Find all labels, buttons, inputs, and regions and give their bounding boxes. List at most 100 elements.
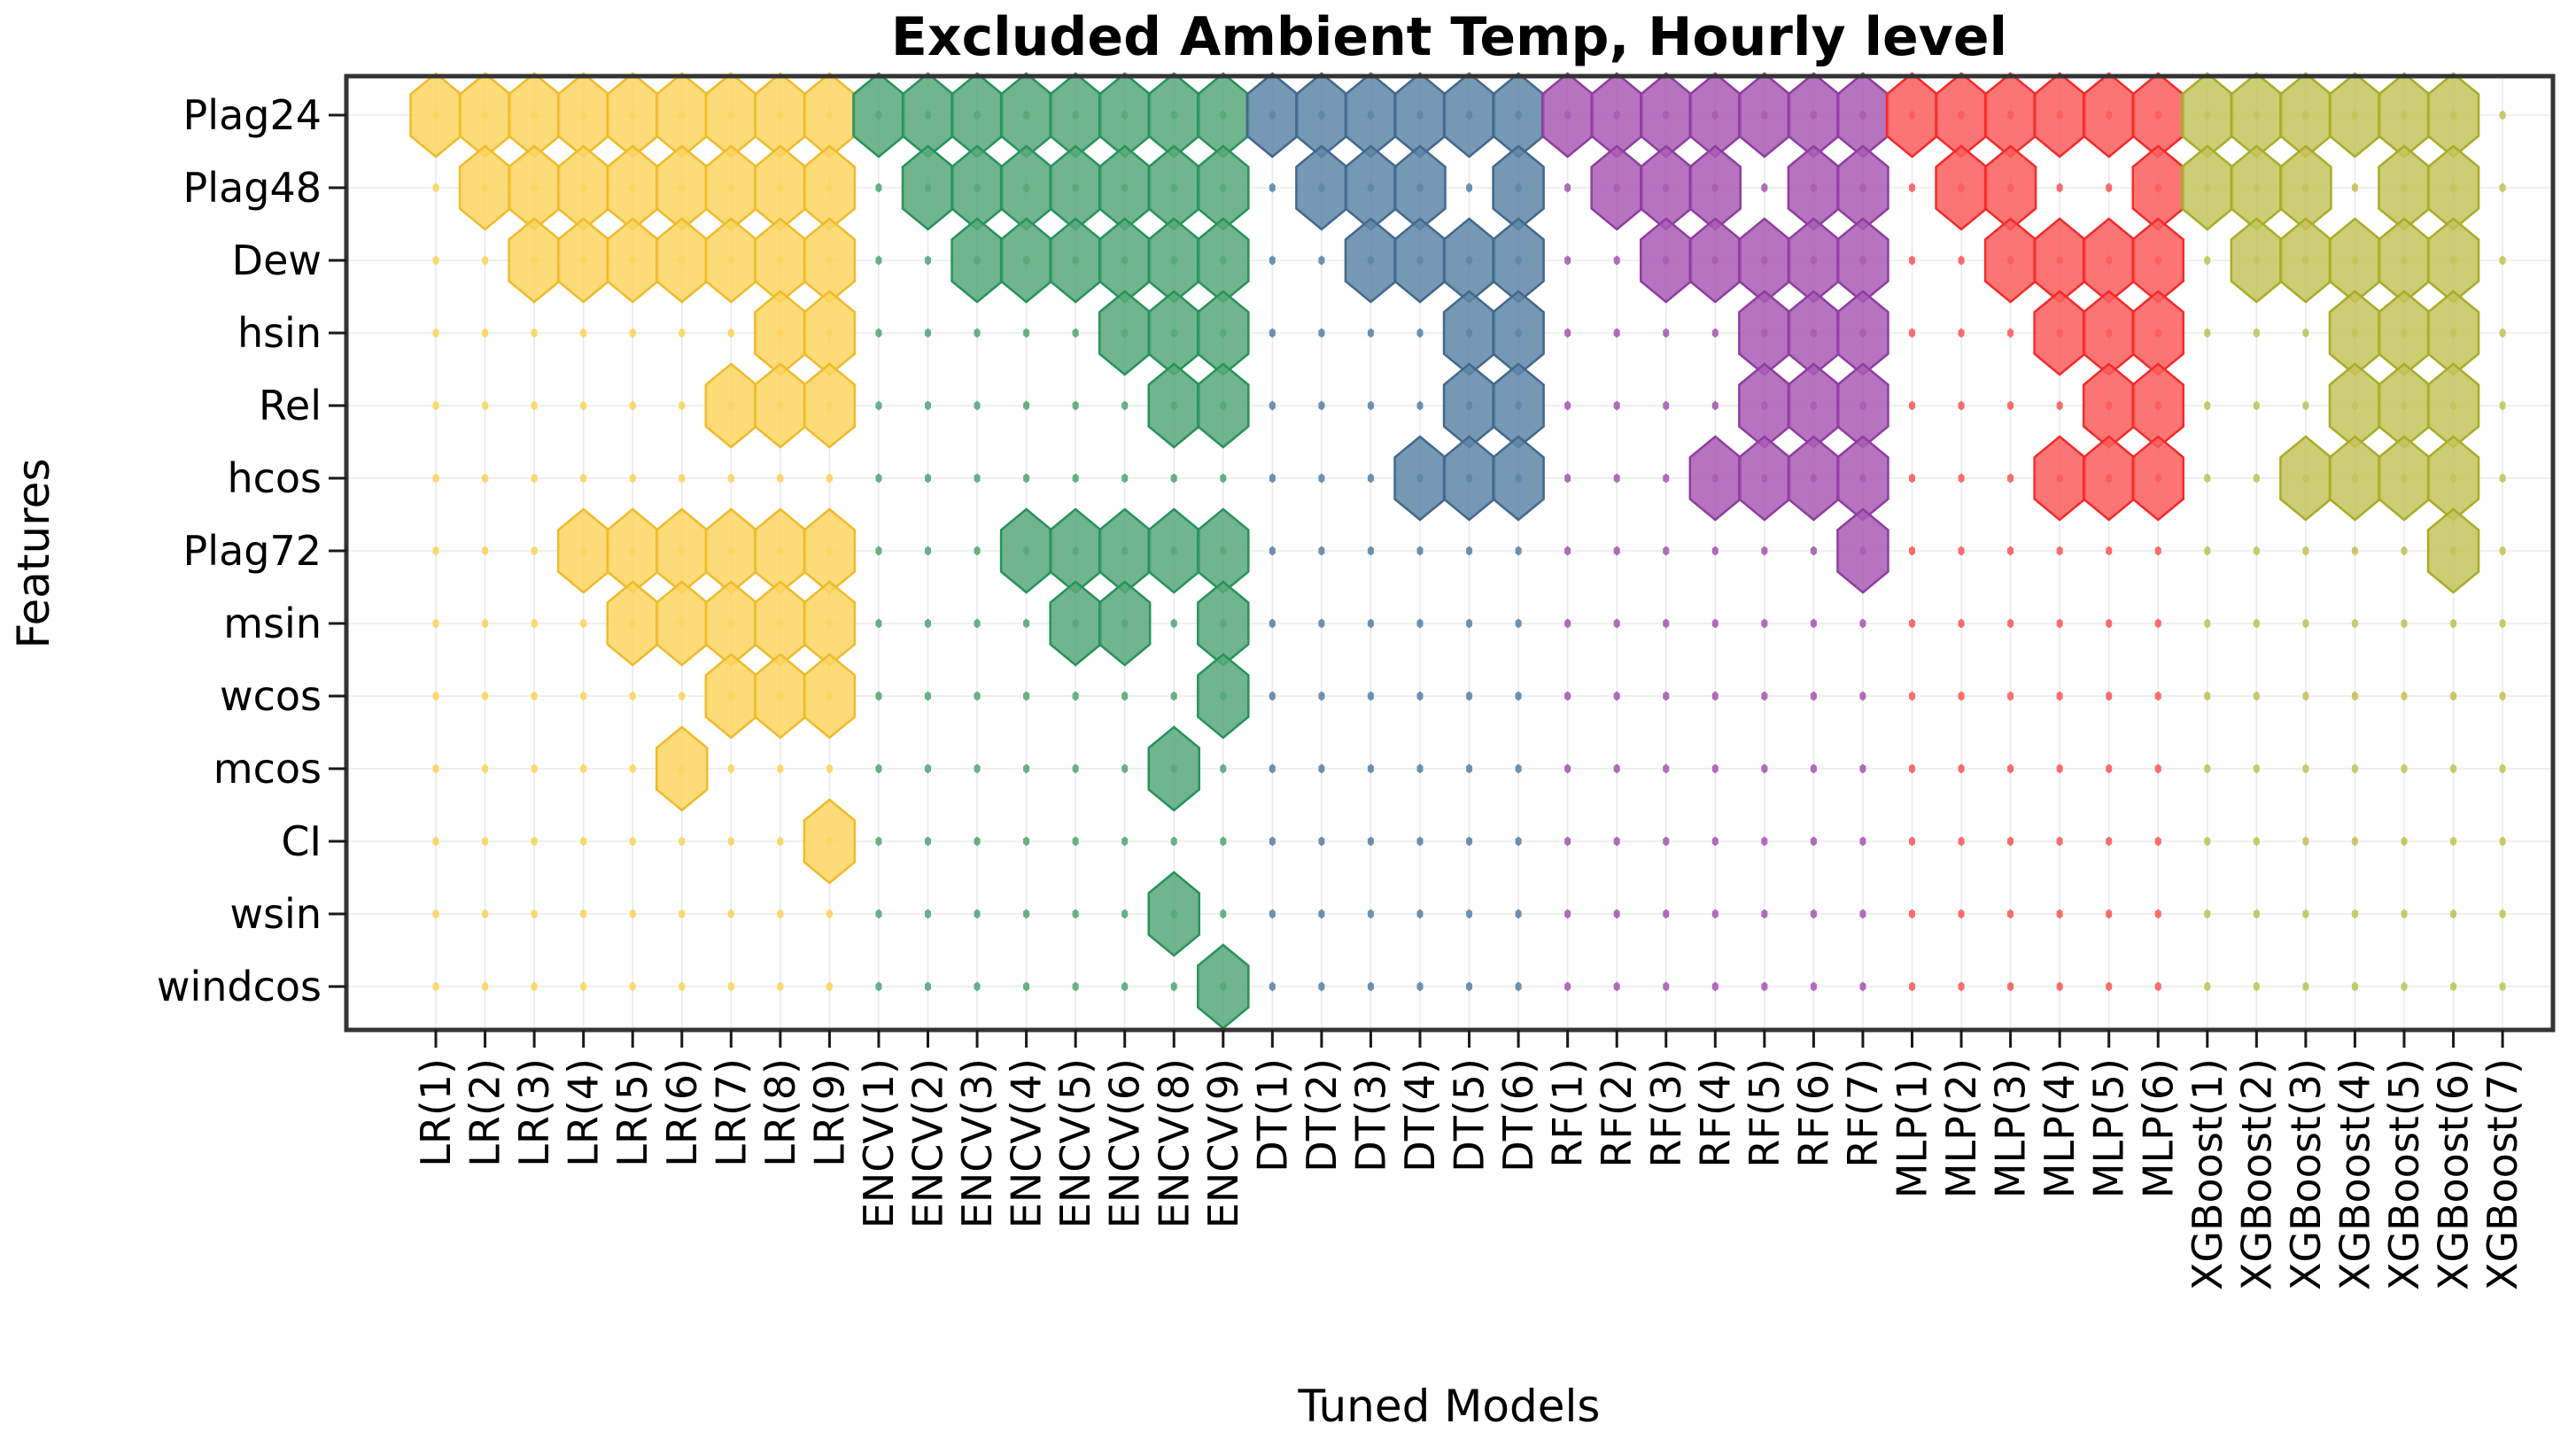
hex-hsin-MLP(5) — [2082, 290, 2136, 376]
x-tick-label: DT(3) — [1346, 1058, 1394, 1173]
empty-cell-dot — [1072, 473, 1079, 484]
empty-cell-dot — [1909, 691, 1915, 701]
empty-cell-dot — [2351, 546, 2358, 556]
empty-cell-dot — [2253, 981, 2260, 992]
empty-cell-dot — [1416, 618, 1424, 629]
empty-cell-dot — [1466, 909, 1473, 919]
empty-cell-dot — [2302, 981, 2309, 992]
hex-Plag48-LR(6) — [656, 144, 709, 231]
empty-cell-dot — [974, 546, 981, 556]
empty-cell-dot — [2056, 691, 2063, 701]
empty-cell-dot — [1613, 255, 1620, 266]
empty-cell-dot — [1711, 400, 1719, 411]
empty-cell-dot — [2204, 981, 2211, 992]
hex-Rel-RF(5) — [1738, 362, 1791, 449]
empty-cell-dot — [531, 618, 538, 629]
empty-cell-dot — [1269, 691, 1276, 701]
empty-cell-dot — [1711, 909, 1719, 919]
empty-cell-dot — [1318, 836, 1325, 847]
empty-cell-dot — [2302, 691, 2309, 701]
empty-cell-dot — [974, 328, 981, 338]
empty-cell-dot — [2253, 546, 2260, 556]
empty-cell-dot — [1023, 618, 1030, 629]
hex-Dew-DT(3) — [1344, 217, 1398, 304]
hex-Plag24-MLP(1) — [1885, 72, 1939, 159]
hex-Plag24-DT(2) — [1295, 72, 1348, 159]
empty-cell-dot — [1318, 909, 1325, 919]
empty-cell-dot — [1958, 836, 1965, 847]
empty-cell-dot — [1564, 328, 1571, 338]
hex-Dew-DT(4) — [1393, 217, 1447, 304]
empty-cell-dot — [1958, 909, 1965, 919]
empty-cell-dot — [1810, 909, 1817, 919]
empty-cell-dot — [1269, 473, 1276, 484]
hex-Dew-LR(3) — [508, 217, 561, 304]
hex-Plag24-LR(5) — [606, 72, 659, 159]
hex-Rel-LR(7) — [704, 362, 758, 449]
empty-cell-dot — [2450, 981, 2457, 992]
empty-cell-dot — [531, 981, 538, 992]
empty-cell-dot — [1269, 836, 1276, 847]
empty-cell-dot — [1220, 473, 1227, 484]
empty-cell-dot — [629, 328, 636, 338]
empty-cell-dot — [1564, 691, 1571, 701]
hex-Plag24-RF(5) — [1738, 72, 1791, 159]
x-tick-label: RF(2) — [1593, 1058, 1641, 1168]
hex-Dew-ENCV(8) — [1147, 217, 1200, 304]
empty-cell-dot — [875, 546, 882, 556]
empty-cell-dot — [1564, 763, 1571, 774]
hex-Plag24-ENCV(5) — [1049, 72, 1102, 159]
hex-Plag24-MLP(6) — [2131, 72, 2184, 159]
empty-cell-dot — [580, 836, 587, 847]
x-axis-label: Tuned Models — [1298, 1381, 1601, 1432]
empty-cell-dot — [1269, 763, 1276, 774]
x-tick-label: RF(5) — [1741, 1058, 1788, 1168]
hex-Dew-XGBoost(6) — [2426, 217, 2480, 304]
empty-cell-dot — [2007, 763, 2014, 774]
empty-cell-dot — [1564, 836, 1571, 847]
empty-cell-dot — [1416, 836, 1424, 847]
empty-cell-dot — [1663, 836, 1670, 847]
empty-cell-dot — [1810, 546, 1817, 556]
empty-cell-dot — [826, 473, 833, 484]
empty-cell-dot — [580, 328, 587, 338]
empty-cell-dot — [2450, 691, 2457, 701]
empty-cell-dot — [1072, 909, 1079, 919]
empty-cell-dot — [777, 981, 784, 992]
hex-msin-LR(5) — [606, 580, 659, 667]
empty-cell-dot — [1466, 618, 1473, 629]
empty-cell-dot — [925, 328, 931, 338]
empty-cell-dot — [2204, 909, 2211, 919]
empty-cell-dot — [727, 836, 734, 847]
empty-cell-dot — [875, 981, 882, 992]
empty-cell-dot — [2056, 182, 2063, 193]
hex-Plag24-DT(1) — [1245, 72, 1300, 159]
x-tick-label: ENCV(1) — [855, 1058, 903, 1228]
hex-Rel-ENCV(9) — [1197, 362, 1250, 449]
hex-Dew-LR(7) — [704, 217, 758, 304]
empty-cell-dot — [1121, 909, 1129, 919]
empty-cell-dot — [1269, 400, 1276, 411]
hex-Plag48-LR(8) — [754, 144, 807, 231]
hex-Plag72-ENCV(6) — [1098, 507, 1152, 594]
y-tick-label: CI — [281, 817, 322, 865]
empty-cell-dot — [2253, 763, 2260, 774]
empty-cell-dot — [2154, 691, 2161, 701]
empty-cell-dot — [1663, 546, 1670, 556]
x-tick-label: XGBoost(1) — [2184, 1058, 2231, 1290]
x-tick-label: DT(1) — [1248, 1058, 1296, 1173]
empty-cell-dot — [2450, 909, 2457, 919]
y-tick-label: Plag48 — [183, 164, 322, 212]
empty-cell-dot — [2302, 400, 2309, 411]
hex-Rel-MLP(5) — [2082, 362, 2136, 449]
empty-cell-dot — [1909, 546, 1915, 556]
hex-Plag48-ENCV(9) — [1197, 144, 1250, 231]
hex-Plag24-MLP(3) — [1983, 72, 2037, 159]
empty-cell-dot — [2302, 546, 2309, 556]
x-tick-label: XGBoost(2) — [2232, 1058, 2280, 1290]
empty-cell-dot — [1072, 981, 1079, 992]
empty-cell-dot — [1711, 981, 1719, 992]
empty-cell-dot — [1515, 981, 1522, 992]
empty-cell-dot — [2106, 836, 2113, 847]
hex-Dew-XGBoost(3) — [2279, 217, 2332, 304]
